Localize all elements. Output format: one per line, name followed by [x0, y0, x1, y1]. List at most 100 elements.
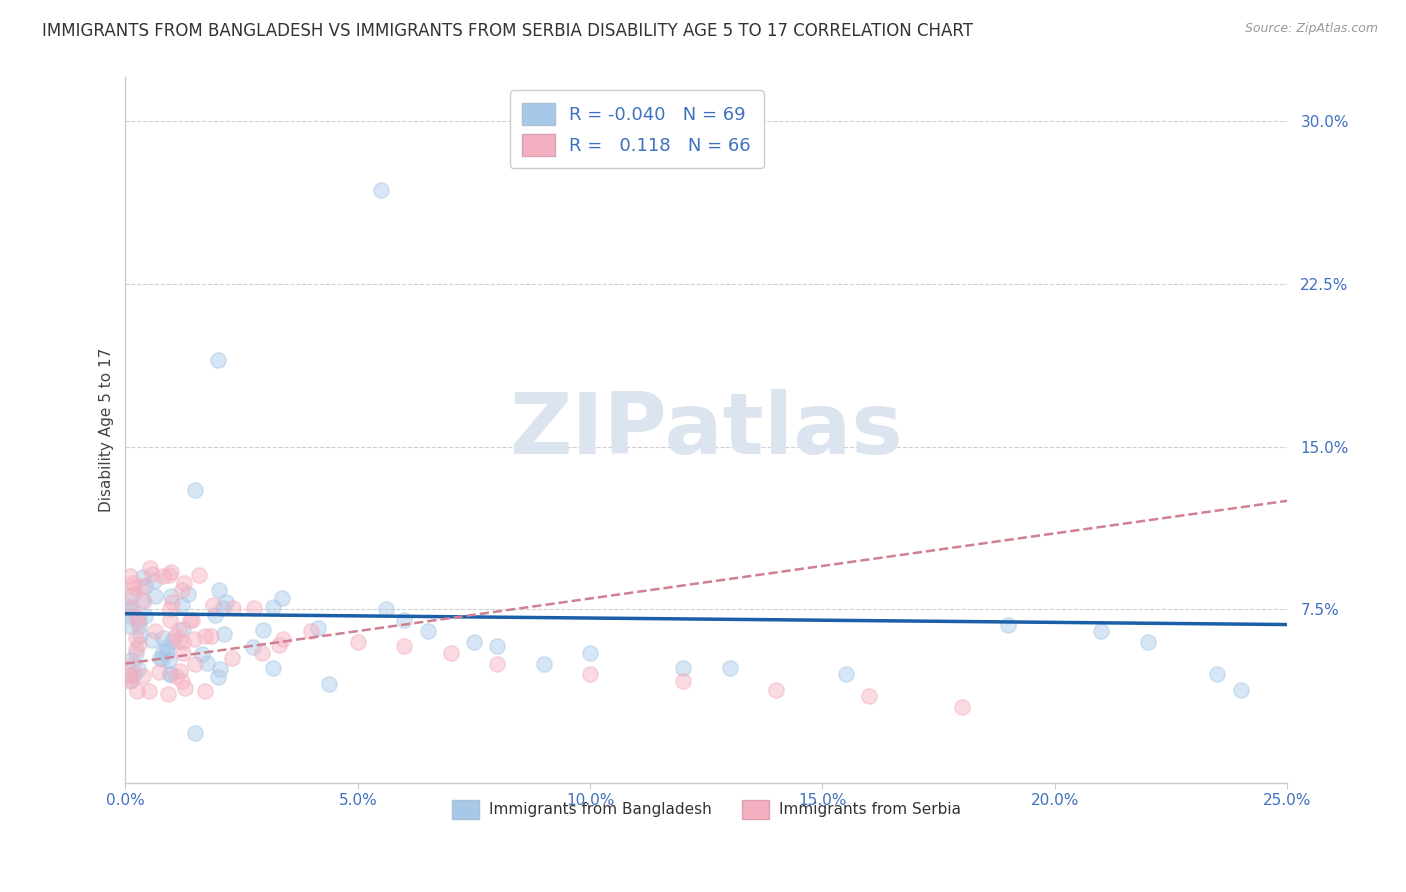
Point: [160, 595, 183, 609]
Point: [202, 598, 225, 612]
Point: [370, 183, 392, 197]
Point: [152, 632, 174, 646]
Point: [128, 637, 150, 651]
Point: [533, 657, 555, 671]
Point: [125, 646, 148, 660]
Point: [179, 613, 201, 627]
Point: [204, 607, 226, 622]
Point: [125, 631, 148, 645]
Point: [374, 601, 396, 615]
Point: [194, 683, 217, 698]
Point: [152, 645, 174, 659]
Point: [215, 595, 238, 609]
Point: [1090, 624, 1112, 638]
Point: [128, 612, 150, 626]
Point: [148, 665, 170, 679]
Point: [120, 603, 142, 617]
Point: [170, 674, 193, 689]
Point: [299, 624, 322, 638]
Point: [243, 600, 266, 615]
Text: ZIPatlas: ZIPatlas: [509, 389, 903, 472]
Point: [191, 647, 214, 661]
Point: [132, 669, 155, 683]
Point: [394, 613, 416, 627]
Point: [858, 689, 880, 703]
Point: [242, 640, 264, 654]
Point: [159, 589, 181, 603]
Point: [207, 670, 229, 684]
Point: [120, 609, 142, 624]
Point: [672, 673, 695, 688]
Point: [173, 635, 195, 649]
Point: [184, 483, 207, 497]
Text: Source: ZipAtlas.com: Source: ZipAtlas.com: [1244, 22, 1378, 36]
Point: [152, 569, 174, 583]
Point: [165, 629, 187, 643]
Point: [127, 615, 149, 629]
Point: [156, 644, 179, 658]
Point: [131, 570, 153, 584]
Point: [150, 652, 173, 666]
Point: [172, 598, 194, 612]
Point: [173, 575, 195, 590]
Point: [157, 687, 180, 701]
Point: [267, 638, 290, 652]
Legend: Immigrants from Bangladesh, Immigrants from Serbia: Immigrants from Bangladesh, Immigrants f…: [446, 794, 967, 825]
Y-axis label: Disability Age 5 to 17: Disability Age 5 to 17: [100, 348, 114, 512]
Point: [120, 673, 142, 687]
Point: [271, 632, 294, 647]
Point: [120, 568, 142, 582]
Point: [120, 589, 142, 603]
Point: [252, 647, 274, 661]
Point: [183, 632, 205, 646]
Point: [307, 621, 329, 635]
Point: [141, 566, 163, 581]
Point: [318, 676, 340, 690]
Point: [1206, 667, 1229, 681]
Point: [122, 666, 145, 681]
Point: [129, 628, 152, 642]
Point: [127, 683, 149, 698]
Point: [131, 579, 153, 593]
Point: [149, 650, 172, 665]
Point: [950, 700, 973, 714]
Point: [134, 579, 156, 593]
Point: [170, 582, 193, 597]
Point: [194, 629, 217, 643]
Point: [174, 681, 197, 695]
Point: [160, 633, 183, 648]
Point: [181, 613, 204, 627]
Point: [134, 608, 156, 623]
Text: IMMIGRANTS FROM BANGLADESH VS IMMIGRANTS FROM SERBIA DISABILITY AGE 5 TO 17 CORR: IMMIGRANTS FROM BANGLADESH VS IMMIGRANTS…: [42, 22, 973, 40]
Point: [262, 660, 284, 674]
Point: [160, 565, 183, 579]
Point: [486, 640, 509, 654]
Point: [221, 651, 243, 665]
Point: [486, 657, 509, 671]
Point: [120, 619, 142, 633]
Point: [125, 610, 148, 624]
Point: [157, 653, 180, 667]
Point: [346, 635, 368, 649]
Point: [120, 669, 142, 683]
Point: [579, 646, 602, 660]
Point: [134, 593, 156, 607]
Point: [252, 624, 274, 638]
Point: [143, 589, 166, 603]
Point: [262, 600, 284, 615]
Point: [157, 568, 180, 582]
Point: [128, 619, 150, 633]
Point: [208, 662, 231, 676]
Point: [416, 624, 439, 638]
Point: [167, 633, 190, 648]
Point: [207, 352, 229, 367]
Point: [124, 580, 146, 594]
Point: [156, 640, 179, 654]
Point: [463, 635, 485, 649]
Point: [142, 574, 165, 589]
Point: [172, 622, 194, 636]
Point: [120, 653, 142, 667]
Point: [834, 667, 856, 681]
Point: [176, 587, 198, 601]
Point: [184, 657, 207, 671]
